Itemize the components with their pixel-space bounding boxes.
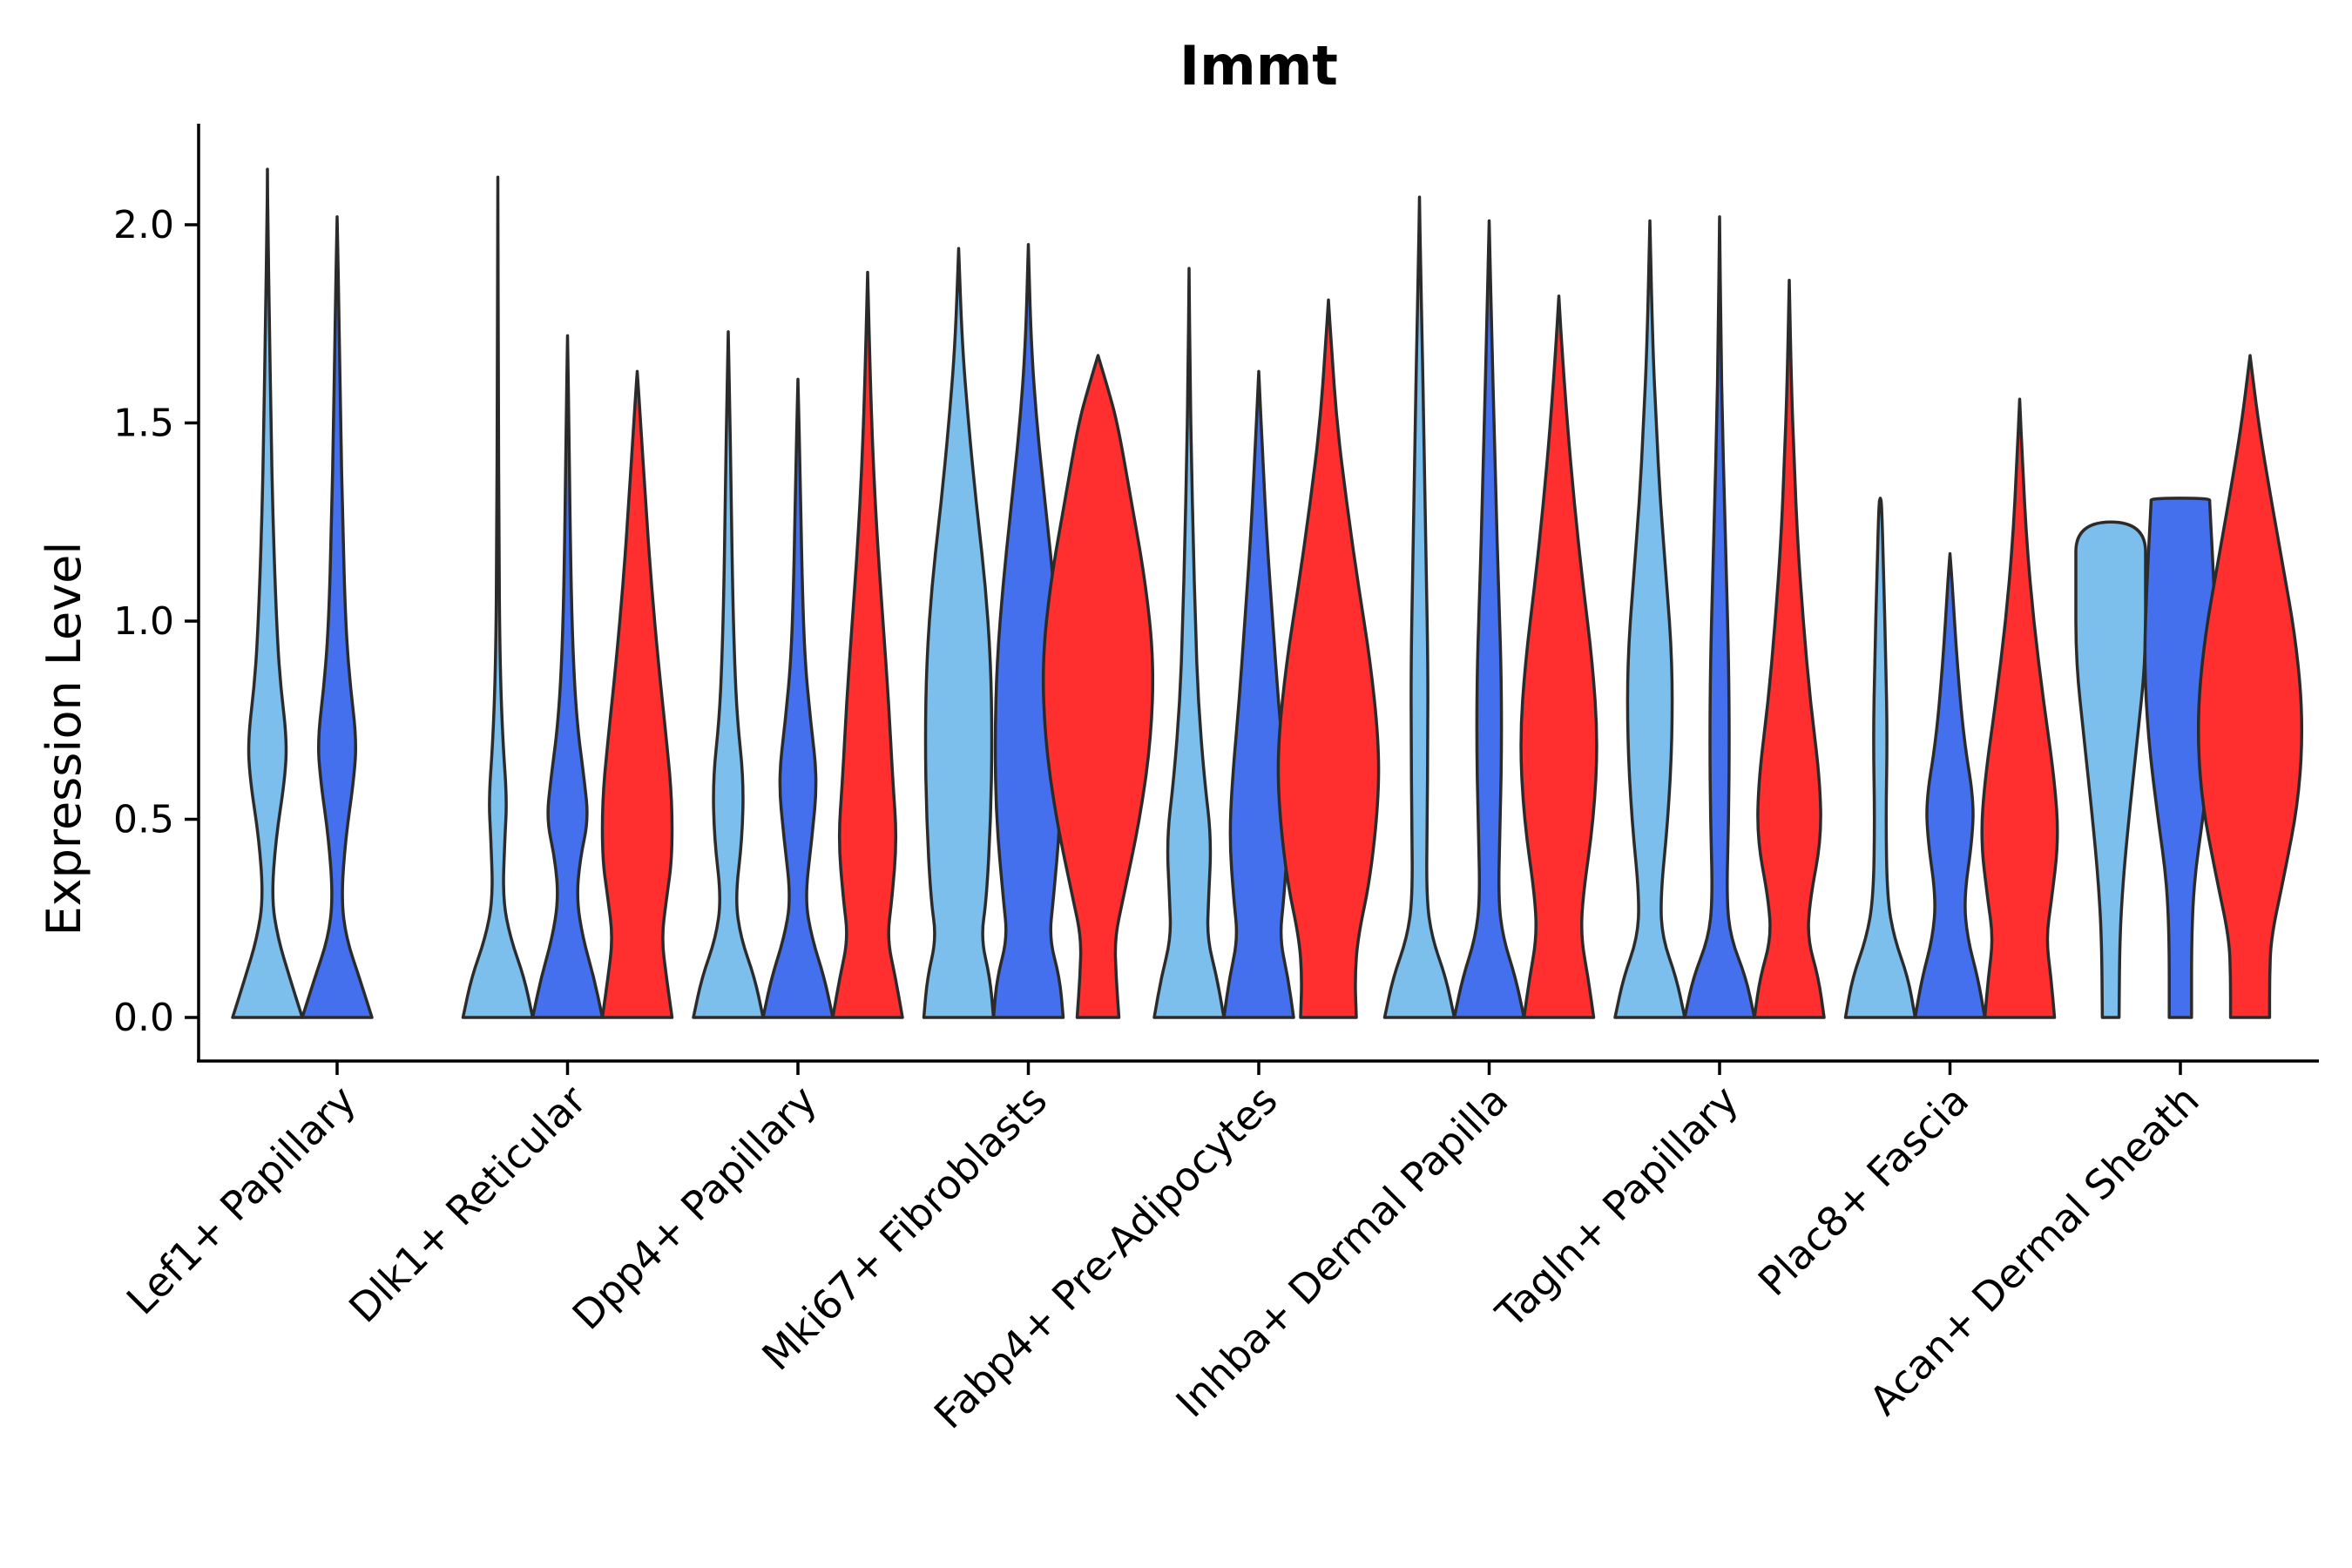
violin-red: [1753, 278, 1826, 1019]
y-tick-label: 0.0: [113, 996, 174, 1040]
violin-light-blue: [461, 175, 535, 1019]
violin-light-blue: [692, 330, 765, 1019]
y-ticks: 0.0 0.5 1.0 1.5 2.0: [113, 203, 199, 1040]
y-axis-label: Expression Level: [37, 542, 91, 936]
violin-red: [1276, 298, 1381, 1019]
violin-light-blue: [1613, 219, 1686, 1019]
violin-blue: [2143, 497, 2218, 1019]
violin-blue: [531, 334, 605, 1019]
violin-blue: [761, 377, 835, 1019]
y-tick-label: 2.0: [113, 203, 174, 247]
violin-red: [1980, 397, 2059, 1019]
y-tick-label: 0.5: [113, 798, 174, 842]
y-tick-label: 1.0: [113, 599, 174, 644]
violin-blue: [991, 243, 1065, 1019]
violin-layer: [231, 167, 2304, 1019]
chart-title: Immt: [1179, 34, 1338, 98]
violin-blue: [301, 215, 374, 1019]
violin-red: [1519, 294, 1598, 1019]
violin-light-blue: [1382, 195, 1456, 1019]
violin-red: [1041, 354, 1155, 1019]
x-tick-label: Dpp4+ Papillary: [564, 1077, 826, 1339]
x-tick-label: Dlk1+ Reticular: [340, 1077, 595, 1332]
violin-blue: [1452, 219, 1526, 1019]
x-tick-label: Tagln+ Papillary: [1486, 1077, 1747, 1338]
violin-light-blue: [2074, 520, 2147, 1019]
y-tick-label: 1.5: [113, 402, 174, 446]
x-tick-label: Plac8+ Fascia: [1749, 1077, 1977, 1305]
x-tick-label: Lef1+ Papillary: [118, 1077, 365, 1324]
violin-light-blue: [1843, 497, 1917, 1019]
violin-light-blue: [922, 247, 996, 1019]
violin-red: [600, 369, 674, 1019]
violin-light-blue: [231, 167, 304, 1019]
violin-light-blue: [1152, 267, 1226, 1019]
violin-red: [2196, 354, 2304, 1019]
violin-blue: [1683, 215, 1756, 1019]
violin-red: [831, 270, 904, 1019]
violin-blue: [1913, 551, 1987, 1019]
